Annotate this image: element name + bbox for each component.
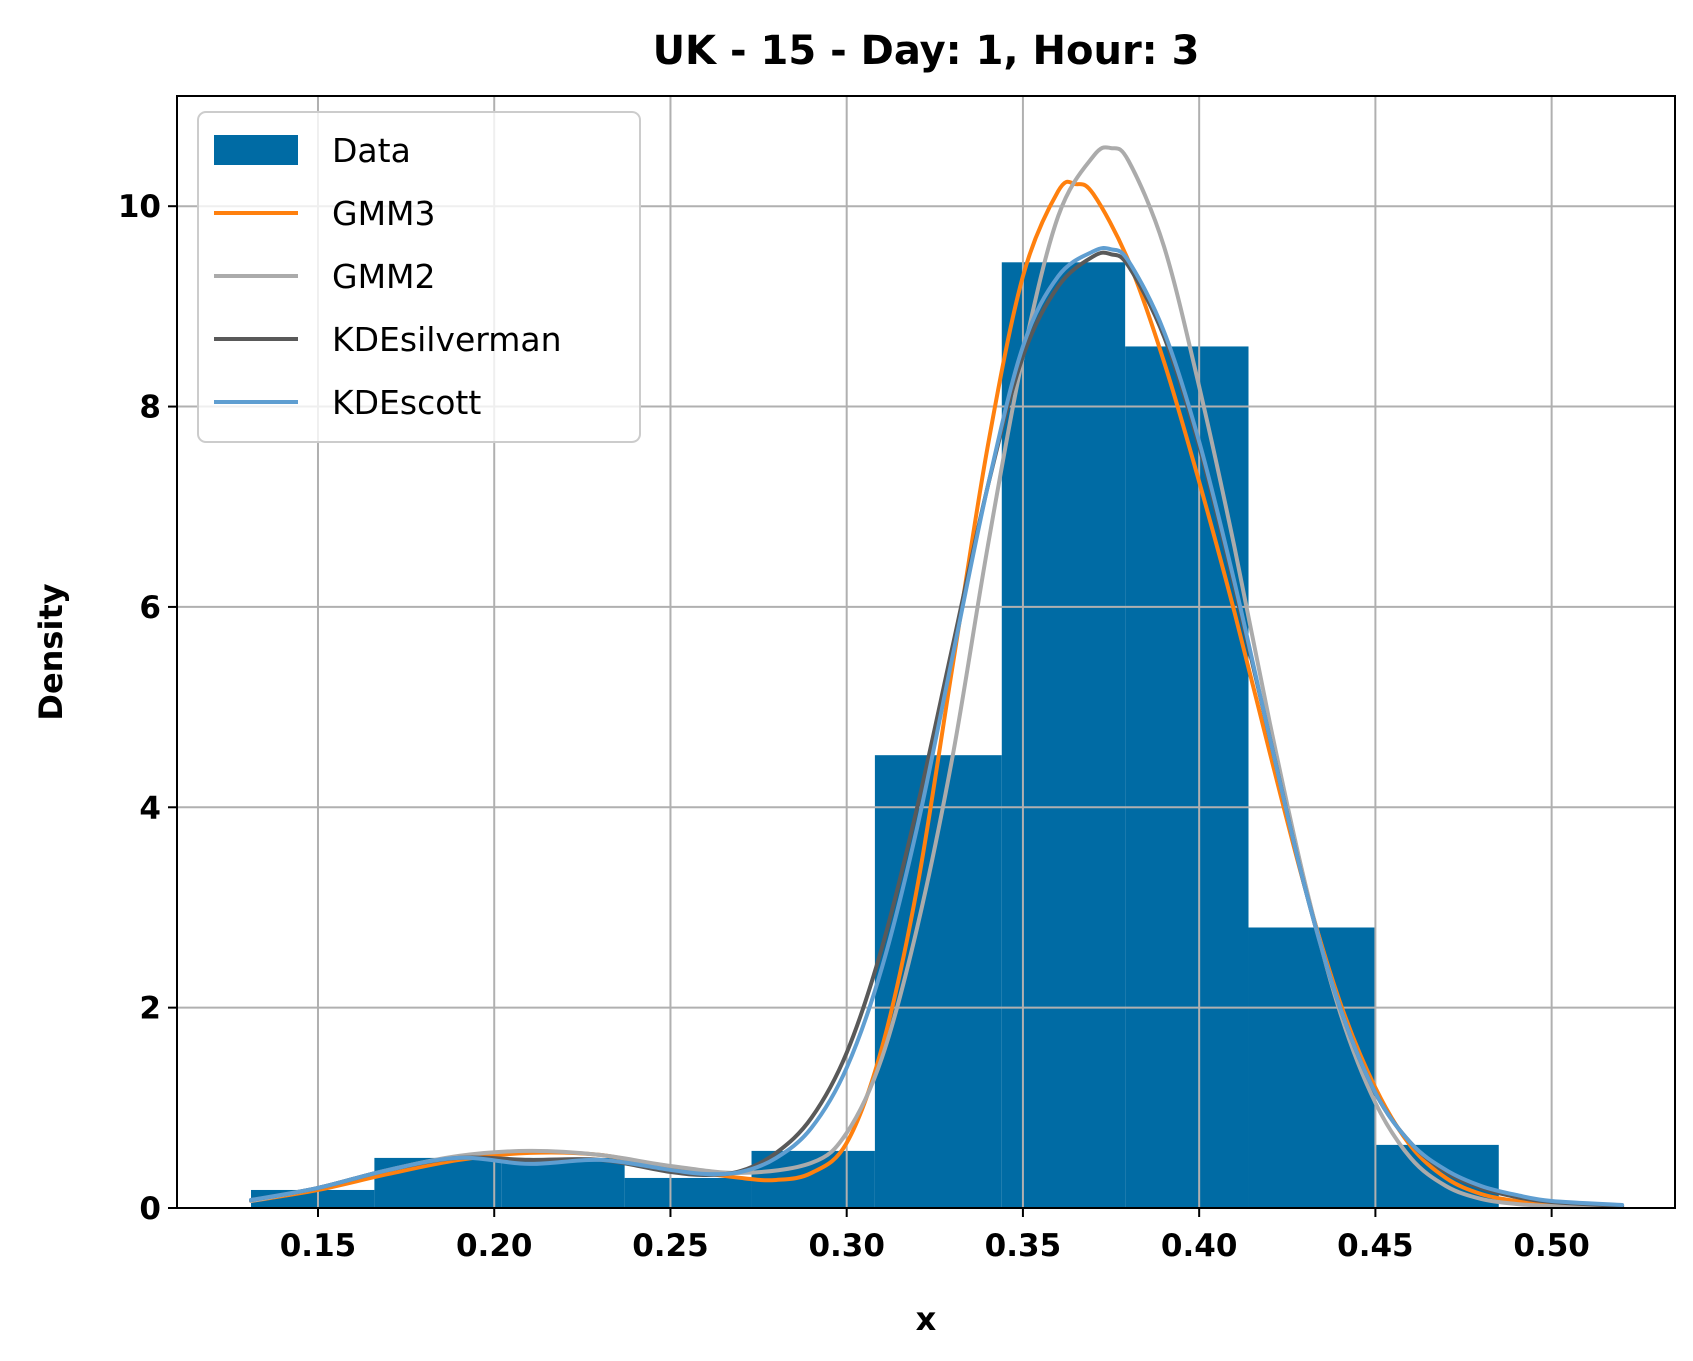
legend-label-kdesilverman: KDEsilverman [332,320,562,359]
x-tick-label-6: 0.45 [1337,1228,1414,1264]
legend-swatch-data [214,135,298,165]
histogram-bar-6 [1001,262,1126,1209]
x-axis-label: x [916,1300,937,1338]
x-tick-label-7: 0.50 [1513,1228,1590,1264]
series-line-kdescott [249,245,1625,1207]
histogram-bar-3 [624,1177,752,1208]
y-tick-label-1: 2 [139,991,161,1027]
y-tick-label-4: 8 [139,390,161,426]
x-tick-label-4: 0.35 [985,1228,1062,1264]
x-axis-ticks: 0.15 0.20 0.25 0.30 0.35 0.40 0.45 0.50 [280,1208,1590,1264]
x-tick-label-3: 0.30 [808,1228,885,1264]
legend-label-kdescott: KDEscott [332,383,481,422]
histogram-bar-1 [374,1157,502,1208]
y-tick-label-0: 0 [139,1191,161,1227]
chart-title: UK - 15 - Day: 1, Hour: 3 [653,28,1200,74]
y-tick-label-2: 4 [139,790,161,826]
histogram-bar-8 [1248,927,1376,1208]
y-tick-label-3: 6 [139,590,161,626]
histogram-bar-2 [501,1157,625,1208]
legend-label-gmm3: GMM3 [332,194,436,233]
y-axis-label: Density [32,583,70,720]
x-tick-label-1: 0.20 [456,1228,533,1264]
plot-area-frame [176,95,1676,1209]
x-tick-label-5: 0.40 [1161,1228,1238,1264]
legend-label-data: Data [332,131,411,170]
y-axis-ticks: 0 2 4 6 8 10 [118,189,177,1227]
legend-label-gmm2: GMM2 [332,257,436,296]
legend: Data GMM3 GMM2 KDEsilverman KDEscott [197,111,641,443]
x-tick-label-0: 0.15 [280,1228,357,1264]
legend-box [197,111,641,443]
x-tick-label-2: 0.25 [632,1228,709,1264]
y-tick-label-5: 10 [118,189,161,225]
histogram-bar-7 [1125,346,1249,1208]
series-line-gmm2 [249,145,1625,1209]
